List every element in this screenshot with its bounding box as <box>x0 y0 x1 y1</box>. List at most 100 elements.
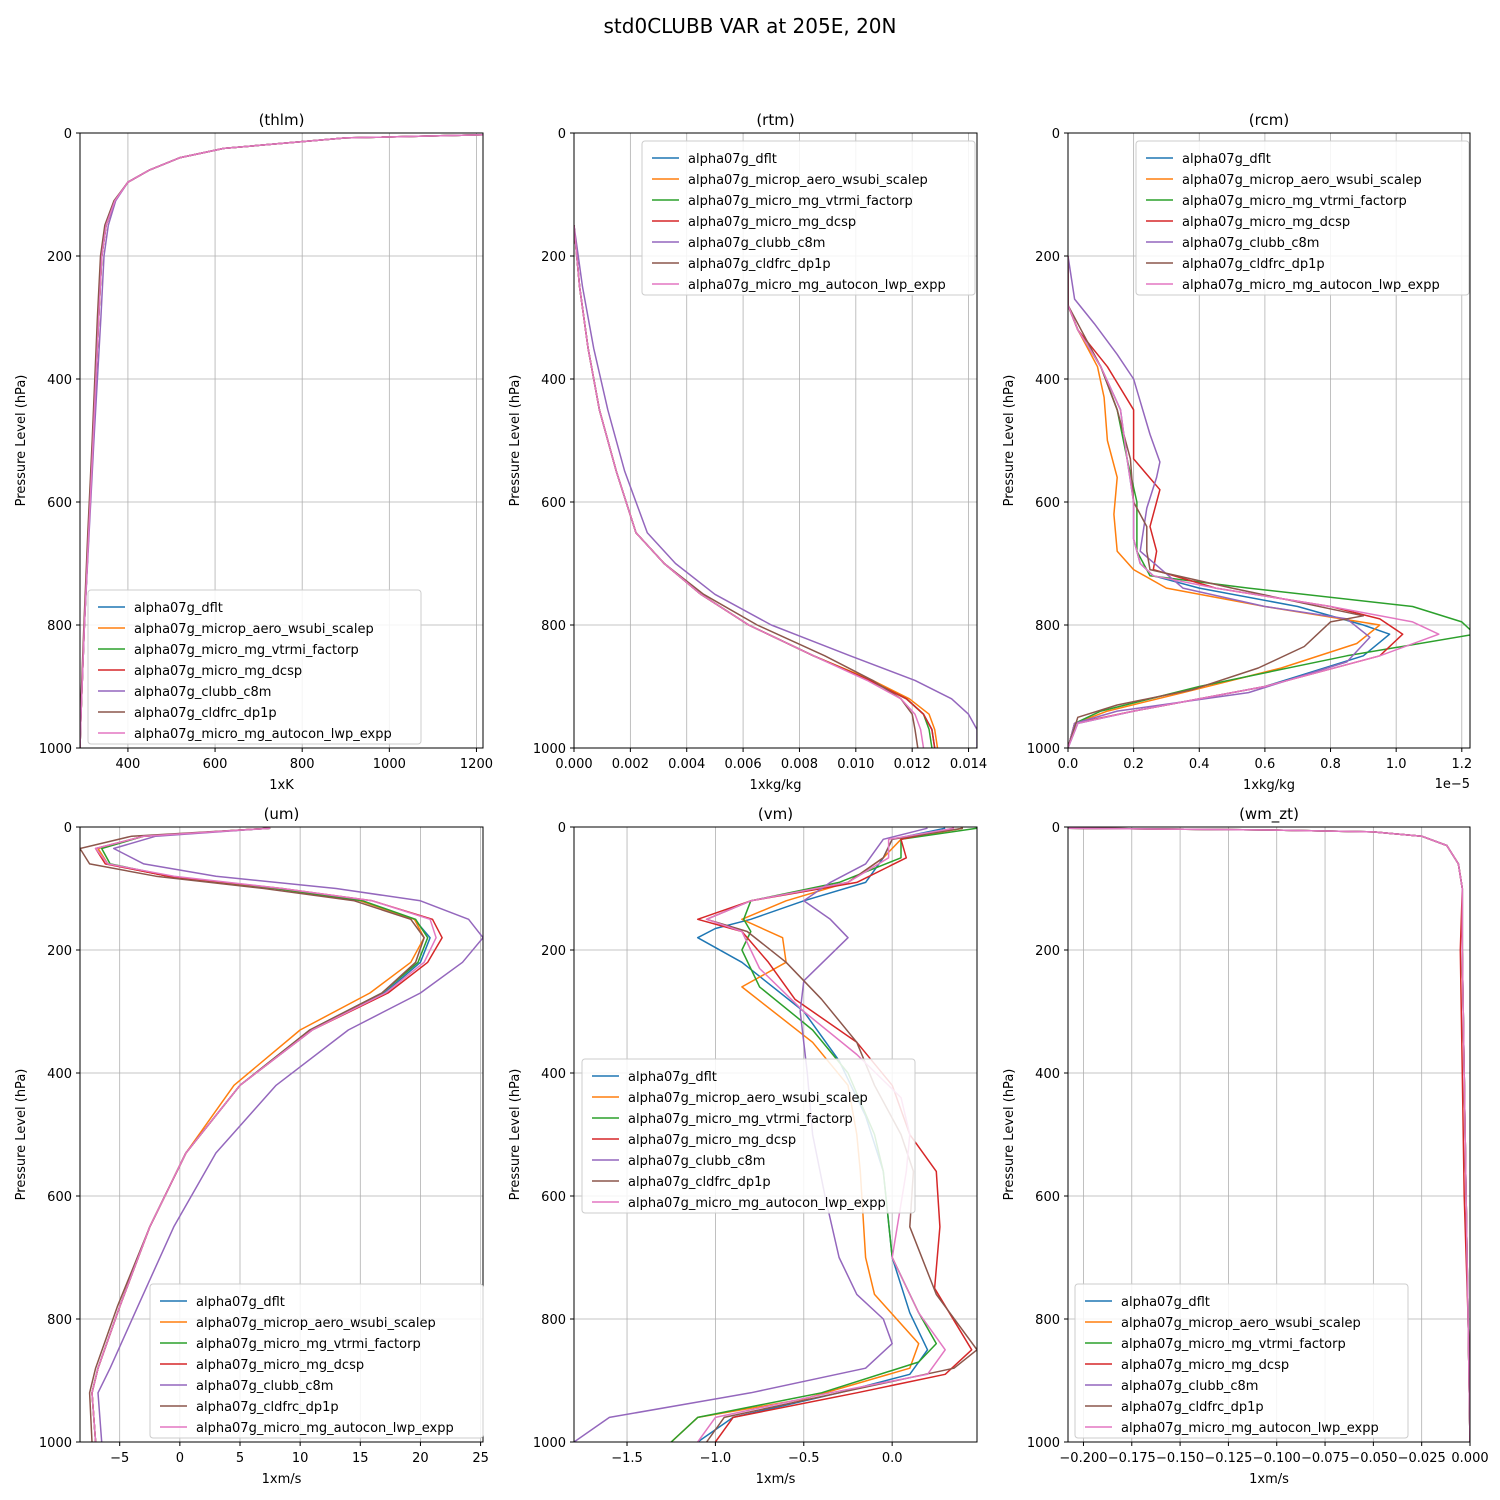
axes-frame <box>79 826 484 1443</box>
x-axis-label: 1xkg/kg <box>750 778 802 793</box>
y-tick-label: 600 <box>541 1190 566 1205</box>
panel-title: (wm_zt) <box>1239 805 1299 824</box>
series-line-alpha07g_cldfrc_dp1p <box>80 827 425 1442</box>
series-line-alpha07g_clubb_c8m <box>574 225 977 748</box>
x-tick-label: 0.010 <box>837 757 874 772</box>
y-tick-label: 200 <box>47 250 72 265</box>
series-line-alpha07g_micro_mg_vtrmi_factorp <box>670 827 977 1442</box>
series-group <box>80 134 483 748</box>
legend-entry: alpha07g_dflt <box>688 152 777 167</box>
axes-frame <box>79 132 484 749</box>
legend-entry: alpha07g_micro_mg_autocon_lwp_expp <box>1182 278 1440 293</box>
y-axis-label: Pressure Level (hPa) <box>508 375 523 507</box>
series-group <box>1068 827 1470 1442</box>
panel-rtm: 0.000 0.002 0.004 0.006 0.008 0.010 0.012 0.014… <box>508 111 987 793</box>
x-tick-label: 1.2 <box>1451 757 1472 772</box>
legend-frame <box>581 1058 916 1214</box>
legend-entry: alpha07g_microp_aero_wsubi_scalep <box>196 1316 436 1331</box>
legend-entry: alpha07g_clubb_c8m <box>196 1379 333 1394</box>
y-tick-label: 0 <box>1052 821 1060 836</box>
y-tick-label: 1000 <box>39 1436 72 1451</box>
legend-entry: alpha07g_micro_mg_dcsp <box>1121 1358 1289 1373</box>
legend-entry: alpha07g_dflt <box>134 601 223 616</box>
series-line-alpha07g_micro_mg_autocon_lwp_expp <box>1068 827 1470 1442</box>
x-tick-label: 0.6 <box>1255 757 1276 772</box>
x-tick-label: 0.014 <box>950 757 987 772</box>
y-tick-label: 800 <box>1035 1313 1060 1328</box>
y-axis-label: Pressure Level (hPa) <box>14 1069 29 1201</box>
y-tick-label: 400 <box>47 373 72 388</box>
y-tick-label: 200 <box>1035 250 1060 265</box>
y-tick-label: 800 <box>47 619 72 634</box>
y-tick-label: 400 <box>47 1067 72 1082</box>
legend-entry: alpha07g_micro_mg_vtrmi_factorp <box>628 1112 853 1127</box>
y-tick-label: 200 <box>541 944 566 959</box>
legend-entry: alpha07g_cldfrc_dp1p <box>688 257 831 272</box>
y-tick-label: 600 <box>47 496 72 511</box>
legend-entry: alpha07g_micro_mg_vtrmi_factorp <box>134 643 359 658</box>
legend: alpha07g_dflt alpha07g_microp_aero_wsubi_… <box>87 589 422 745</box>
x-axis-label: 1xK <box>269 778 294 793</box>
series-line-alpha07g_cldfrc_dp1p <box>574 225 919 748</box>
series-line-alpha07g_clubb_c8m <box>97 827 483 1442</box>
legend-entry: alpha07g_cldfrc_dp1p <box>134 706 277 721</box>
legend-entry: alpha07g_dflt <box>628 1070 717 1085</box>
x-tick-label: 0.004 <box>668 757 705 772</box>
legend-entry: alpha07g_microp_aero_wsubi_scalep <box>628 1091 868 1106</box>
panel-title: (um) <box>264 805 300 823</box>
x-tick-label: 1.0 <box>1386 757 1407 772</box>
x-tick-label: −0.200 <box>1059 1451 1107 1466</box>
x-axis-label: 1xm/s <box>1249 1472 1289 1487</box>
x-tick-label: 600 <box>203 757 228 772</box>
panel-title: (thlm) <box>259 111 305 129</box>
series-line-alpha07g_micro_mg_autocon_lwp_expp <box>91 827 437 1442</box>
x-tick-label: 400 <box>116 757 141 772</box>
series-line-alpha07g_clubb_c8m <box>1068 255 1371 748</box>
legend-entry: alpha07g_dflt <box>1182 152 1271 167</box>
x-tick-label: −0.125 <box>1204 1451 1252 1466</box>
legend: alpha07g_dflt alpha07g_microp_aero_wsubi_… <box>641 140 976 296</box>
x-tick-label: 0.0 <box>882 1451 903 1466</box>
x-tick-label: 0.012 <box>894 757 931 772</box>
legend-entry: alpha07g_micro_mg_autocon_lwp_expp <box>196 1421 454 1436</box>
figure-suptitle: std0CLUBB VAR at 205E, 20N <box>603 14 897 38</box>
y-tick-label: 800 <box>1035 619 1060 634</box>
series-line-alpha07g_micro_mg_autocon_lwp_expp <box>80 134 483 748</box>
series-group <box>1068 255 1470 748</box>
series-line-alpha07g_dflt <box>574 225 936 748</box>
legend-entry: alpha07g_clubb_c8m <box>628 1154 765 1169</box>
y-axis-label: Pressure Level (hPa) <box>508 1069 523 1201</box>
x-tick-label: 5 <box>236 1451 244 1466</box>
x-tick-label: −0.5 <box>788 1451 820 1466</box>
y-tick-label: 400 <box>541 1067 566 1082</box>
legend-entry: alpha07g_micro_mg_vtrmi_factorp <box>688 194 913 209</box>
x-tick-label: −1.5 <box>611 1451 643 1466</box>
legend-entry: alpha07g_dflt <box>196 1295 285 1310</box>
y-tick-label: 1000 <box>1027 1436 1060 1451</box>
panel-wm_zt: −0.200 −0.175 −0.150 −0.125 −0.100 −0.075 −0.0… <box>1002 805 1489 1487</box>
legend-frame <box>1135 140 1470 296</box>
legend-entry: alpha07g_cldfrc_dp1p <box>1182 257 1325 272</box>
x-tick-label: −1.0 <box>700 1451 732 1466</box>
x-tick-label: −0.050 <box>1349 1451 1397 1466</box>
y-tick-label: 0 <box>1052 127 1060 142</box>
y-axis-label: Pressure Level (hPa) <box>1002 1069 1017 1201</box>
legend-entry: alpha07g_cldfrc_dp1p <box>1121 1400 1264 1415</box>
y-tick-label: 1000 <box>39 742 72 757</box>
legend-frame <box>149 1283 484 1439</box>
legend-entry: alpha07g_microp_aero_wsubi_scalep <box>688 173 928 188</box>
legend-entry: alpha07g_microp_aero_wsubi_scalep <box>134 622 374 637</box>
x-tick-label: 20 <box>412 1451 429 1466</box>
x-tick-label: 0.4 <box>1189 757 1210 772</box>
x-tick-label: 0.000 <box>555 757 592 772</box>
series-group <box>574 225 977 748</box>
x-axis-label: 1xkg/kg <box>1243 778 1295 793</box>
legend-entry: alpha07g_micro_mg_dcsp <box>1182 215 1350 230</box>
legend-entry: alpha07g_micro_mg_dcsp <box>134 664 302 679</box>
axes-frame <box>1067 826 1471 1443</box>
panel-vm: −1.5 −1.0 −0.5 0.0 0 200 400 600 800 1000 (vm) 1xm/… <box>508 805 978 1487</box>
y-tick-label: 400 <box>1035 1067 1060 1082</box>
x-tick-label: 0.000 <box>1451 1451 1488 1466</box>
y-tick-label: 0 <box>64 127 72 142</box>
series-line-alpha07g_dflt <box>696 827 946 1442</box>
